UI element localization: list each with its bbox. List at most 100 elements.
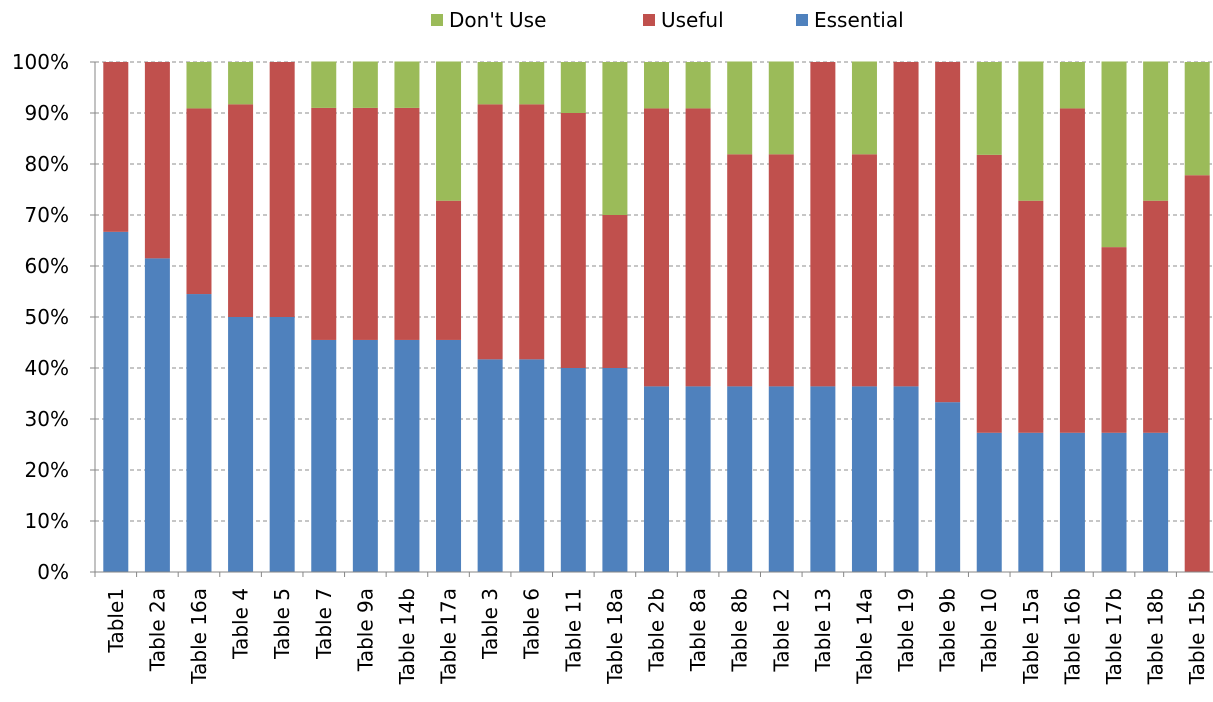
bar-don-t-use-table-10: [976, 62, 1002, 155]
x-tick-label: Table 16b: [1060, 588, 1084, 685]
bar-don-t-use-table-6: [519, 62, 545, 105]
bar-useful-table-2b: [644, 108, 669, 387]
y-tick-label: 60%: [25, 254, 69, 278]
x-tick-label: Table 9b: [936, 588, 960, 673]
bar-don-t-use-table-15a: [1018, 61, 1044, 201]
x-tick-label: Table 19: [894, 588, 918, 673]
x-tick-label: Table 13: [811, 588, 835, 673]
bar-essential-table-18b: [1143, 432, 1169, 572]
y-tick-label: 0%: [37, 560, 69, 584]
bar-useful-table-14b: [394, 107, 420, 340]
x-tick-label: Table 14b: [395, 588, 419, 685]
bar-useful-table-18b: [1143, 200, 1169, 433]
x-tick-label: Table 14a: [852, 588, 876, 685]
x-tick-label: Table 18b: [1144, 588, 1168, 685]
bar-useful-table-7: [311, 107, 337, 340]
bar-essential-table-8b: [727, 386, 753, 572]
bar-useful-table-3: [477, 104, 503, 360]
bar-don-t-use-table-17a: [436, 61, 462, 201]
legend-swatch-don-t-use: [431, 14, 443, 26]
y-tick-label: 30%: [25, 407, 69, 431]
y-tick-label: 10%: [25, 509, 69, 533]
bar-essential-table-19: [893, 386, 919, 572]
bar-essential-table-10: [976, 432, 1002, 572]
bar-essential-table-11: [560, 368, 586, 572]
x-axis: Table1 Table 2a Table 16a Table 4 Table 5 Tab…: [94, 571, 1213, 685]
y-tick-label: 40%: [25, 356, 69, 380]
bar-essential-table-9a: [352, 339, 378, 572]
x-tick-label: Table 3: [478, 588, 502, 660]
legend: Don't Use Useful Essential: [431, 8, 904, 32]
bar-useful-table-16b: [1059, 108, 1085, 433]
x-tick-label: Table 6: [520, 588, 544, 660]
bar-useful-table-11: [560, 113, 586, 368]
bar-essential-table-15a: [1018, 432, 1044, 572]
bar-essential-table-16b: [1059, 432, 1085, 572]
x-tick-label: Table 8b: [728, 588, 752, 673]
x-tick-label: Table 4: [229, 588, 253, 660]
x-tick-label: Table 7: [312, 588, 336, 660]
bar-don-t-use-table-15b: [1184, 62, 1210, 176]
y-axis: 0% 10% 20% 30% 40% 50% 60% 70% 80% 90% 100%: [12, 50, 96, 584]
bar-don-t-use-table-12: [768, 61, 794, 155]
bar-essential-table-17b: [1101, 432, 1127, 572]
x-tick-label: Table 18a: [603, 588, 627, 685]
bar-useful-table-2a: [144, 62, 170, 259]
bar-essential-table-4: [228, 317, 254, 572]
bar-useful-table-8a: [685, 108, 711, 387]
legend-swatch-essential: [796, 14, 808, 26]
bar-don-t-use-table-17b: [1101, 61, 1127, 248]
y-tick-label: 90%: [25, 101, 69, 125]
bar-don-t-use-table-3: [477, 62, 503, 105]
bar-don-t-use-table-18b: [1143, 61, 1169, 201]
x-tick-label: Table 5: [270, 588, 294, 660]
y-tick-label: 20%: [25, 458, 69, 482]
bars: [103, 61, 1210, 572]
x-tick-label: Table 15b: [1185, 588, 1209, 685]
bar-don-t-use-table-7: [311, 61, 337, 108]
x-tick-label: Table1: [104, 588, 128, 653]
y-tick-label: 80%: [25, 152, 69, 176]
bar-don-t-use-table-9a: [352, 61, 378, 108]
legend-label-don-t-use: Don't Use: [449, 8, 546, 32]
x-tick-label: Table 2b: [645, 588, 669, 673]
y-tick-label: 50%: [25, 305, 69, 329]
bar-don-t-use-table-2b: [644, 62, 669, 109]
bar-useful-table-5: [269, 62, 295, 317]
bar-don-t-use-table-16b: [1059, 62, 1085, 109]
bar-essential-table-3: [477, 359, 503, 572]
bar-useful-table-13: [810, 62, 836, 387]
x-tick-label: Table 15a: [1019, 588, 1043, 685]
x-tick-label: Table 17a: [437, 588, 461, 685]
bar-don-t-use-table-8a: [685, 62, 711, 109]
bar-useful-table-12: [768, 154, 794, 387]
bar-useful-table-8b: [727, 154, 753, 387]
bar-useful-table-6: [519, 104, 545, 360]
x-tick-label: Table 16a: [187, 588, 211, 685]
x-tick-label: Table 8a: [686, 588, 710, 672]
bar-useful-table-9a: [352, 107, 378, 340]
legend-label-useful: Useful: [661, 8, 724, 32]
bar-don-t-use-table-16a: [186, 62, 212, 109]
bar-essential-table1: [103, 231, 129, 572]
bar-essential-table-8a: [685, 386, 711, 572]
bar-useful-table-15a: [1018, 200, 1044, 433]
bar-useful-table-9b: [935, 62, 961, 403]
x-tick-label: Table 17b: [1102, 588, 1126, 685]
bar-don-t-use-table-11: [560, 62, 586, 113]
bar-don-t-use-table-4: [228, 62, 254, 105]
bar-useful-table-17a: [436, 200, 462, 340]
y-tick-label: 70%: [25, 203, 69, 227]
bar-useful-table-14a: [851, 154, 877, 387]
bar-essential-table-2a: [144, 258, 170, 572]
bar-don-t-use-table-8b: [727, 61, 753, 155]
bar-essential-table-12: [768, 386, 794, 572]
bar-useful-table-16a: [186, 108, 212, 295]
legend-swatch-useful: [643, 14, 655, 26]
bar-essential-table-18a: [602, 368, 628, 572]
bar-essential-table-7: [311, 339, 337, 572]
y-tick-label: 100%: [12, 50, 69, 74]
x-tick-label: Table 12: [769, 588, 793, 673]
bar-useful-table-17b: [1101, 247, 1127, 433]
